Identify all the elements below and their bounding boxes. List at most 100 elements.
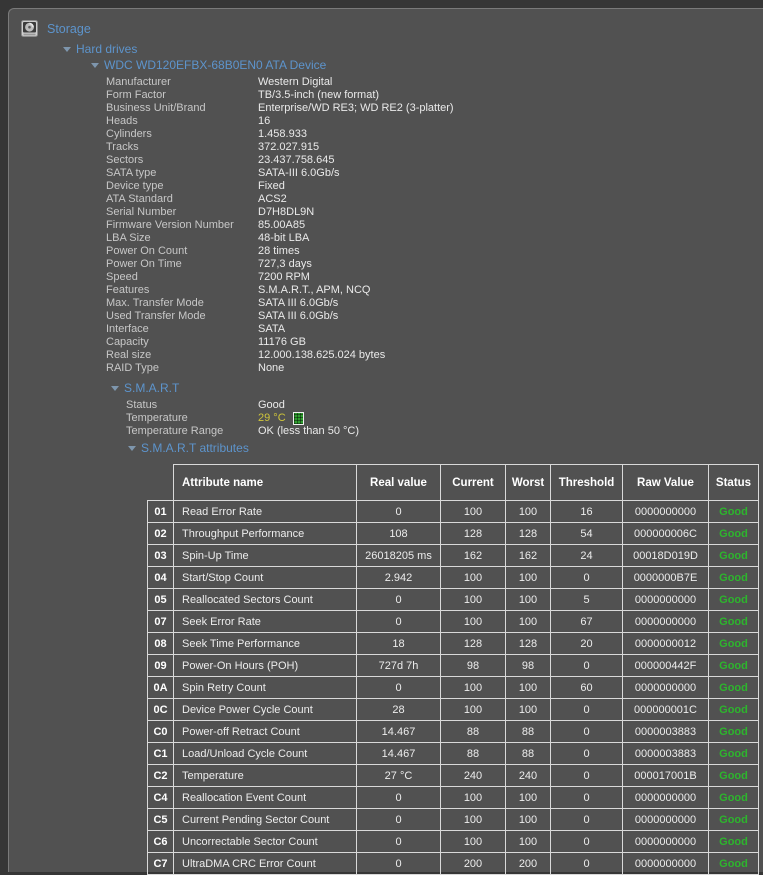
real-value-cell: 18 — [357, 633, 441, 655]
worst-cell: 162 — [506, 545, 551, 567]
current-cell: 88 — [441, 721, 506, 743]
status-cell: Good — [709, 611, 759, 633]
current-cell: 100 — [441, 699, 506, 721]
property-value: 23.437.758.645 — [258, 154, 334, 167]
threshold-cell: 20 — [551, 633, 623, 655]
table-header-attribute-name: Attribute name — [174, 465, 357, 501]
property-label: Speed — [106, 271, 258, 284]
threshold-cell: 0 — [551, 765, 623, 787]
raw-value-cell: 0000000000 — [623, 589, 709, 611]
attribute-id-cell: C5 — [148, 809, 174, 831]
table-header-current: Current — [441, 465, 506, 501]
attribute-id-cell: 0A — [148, 677, 174, 699]
smart-temperature-label: Temperature — [126, 412, 258, 425]
property-row: Manufacturer Western Digital — [106, 76, 763, 89]
real-value-cell: 0 — [357, 589, 441, 611]
status-cell: Good — [709, 545, 759, 567]
smart-summary-list: Status Good Temperature 29 °C Temperatur… — [9, 399, 763, 438]
tree-node-device-label[interactable]: WDC WD120EFBX-68B0EN0 ATA Device — [104, 58, 326, 72]
property-row: Firmware Version Number 85.00A85 — [106, 219, 763, 232]
property-value: SATA III 6.0Gb/s — [258, 297, 338, 310]
attribute-id-cell: 03 — [148, 545, 174, 567]
threshold-cell: 24 — [551, 545, 623, 567]
threshold-cell: 0 — [551, 809, 623, 831]
raw-value-cell: 000000001C — [623, 699, 709, 721]
tree-node-device[interactable]: WDC WD120EFBX-68B0EN0 ATA Device — [91, 57, 763, 73]
collapse-arrow-icon[interactable] — [111, 386, 119, 391]
status-cell: Good — [709, 765, 759, 787]
table-header-raw-value: Raw Value — [623, 465, 709, 501]
collapse-arrow-icon[interactable] — [91, 63, 99, 68]
current-cell: 240 — [441, 765, 506, 787]
property-label: Device type — [106, 180, 258, 193]
smart-temperature-range-row: Temperature Range OK (less than 50 °C) — [126, 425, 763, 438]
collapse-arrow-icon[interactable] — [128, 446, 136, 451]
worst-cell: 100 — [506, 677, 551, 699]
property-row: Form Factor TB/3.5-inch (new format) — [106, 89, 763, 102]
current-cell: 100 — [441, 787, 506, 809]
tree-node-storage-label[interactable]: Storage — [47, 22, 91, 36]
smart-status-row: Status Good — [126, 399, 763, 412]
hard-drive-icon — [21, 20, 38, 37]
status-cell: Good — [709, 677, 759, 699]
raw-value-cell: 0000000000 — [623, 831, 709, 853]
property-label: Used Transfer Mode — [106, 310, 258, 323]
tree-node-storage[interactable]: Storage — [9, 9, 763, 39]
real-value-cell: 108 — [357, 523, 441, 545]
tree-node-hard-drives[interactable]: Hard drives — [63, 41, 763, 57]
property-value: 11176 GB — [258, 336, 306, 349]
table-row: C1 Load/Unload Cycle Count 14.467 88 88 … — [148, 743, 759, 765]
attribute-id-cell: C2 — [148, 765, 174, 787]
current-cell: 128 — [441, 523, 506, 545]
status-cell: Good — [709, 787, 759, 809]
worst-cell: 200 — [506, 853, 551, 875]
raw-value-cell: 0000000B7E — [623, 567, 709, 589]
table-row: 0A Spin Retry Count 0 100 100 60 0000000… — [148, 677, 759, 699]
property-row: Features S.M.A.R.T., APM, NCQ — [106, 284, 763, 297]
real-value-cell: 0 — [357, 677, 441, 699]
collapse-arrow-icon[interactable] — [63, 47, 71, 52]
attribute-name-cell: Throughput Performance — [174, 523, 357, 545]
property-row: Capacity 11176 GB — [106, 336, 763, 349]
property-label: Business Unit/Brand — [106, 102, 258, 115]
worst-cell: 88 — [506, 743, 551, 765]
property-row: Speed 7200 RPM — [106, 271, 763, 284]
status-cell: Good — [709, 633, 759, 655]
real-value-cell: 0 — [357, 787, 441, 809]
tree-node-smart-attributes-label[interactable]: S.M.A.R.T attributes — [141, 441, 249, 455]
threshold-cell: 0 — [551, 567, 623, 589]
property-value: 48-bit LBA — [258, 232, 309, 245]
property-value: SATA-III 6.0Gb/s — [258, 167, 340, 180]
tree-node-hard-drives-label[interactable]: Hard drives — [76, 42, 137, 56]
property-label: Manufacturer — [106, 76, 258, 89]
property-value: 7200 RPM — [258, 271, 310, 284]
raw-value-cell: 0000000000 — [623, 501, 709, 523]
property-label: RAID Type — [106, 362, 258, 375]
property-label: Sectors — [106, 154, 258, 167]
attribute-name-cell: Seek Time Performance — [174, 633, 357, 655]
status-cell: Good — [709, 699, 759, 721]
smart-temperature-range-value: OK (less than 50 °C) — [258, 425, 359, 438]
attribute-name-cell: Temperature — [174, 765, 357, 787]
property-label: SATA type — [106, 167, 258, 180]
table-header-row: Attribute name Real value Current Worst … — [148, 465, 759, 501]
property-label: Cylinders — [106, 128, 258, 141]
property-value: Western Digital — [258, 76, 332, 89]
property-value: ACS2 — [258, 193, 287, 206]
status-cell: Good — [709, 721, 759, 743]
property-row: Max. Transfer Mode SATA III 6.0Gb/s — [106, 297, 763, 310]
real-value-cell: 0 — [357, 853, 441, 875]
tree-node-smart-attributes[interactable]: S.M.A.R.T attributes — [128, 440, 763, 456]
tree-node-smart[interactable]: S.M.A.R.T — [111, 380, 763, 396]
property-label: Heads — [106, 115, 258, 128]
property-value: Enterprise/WD RE3; WD RE2 (3-platter) — [258, 102, 454, 115]
threshold-cell: 0 — [551, 699, 623, 721]
property-label: ATA Standard — [106, 193, 258, 206]
attribute-id-cell: C4 — [148, 787, 174, 809]
current-cell: 98 — [441, 655, 506, 677]
real-value-cell: 26018205 ms — [357, 545, 441, 567]
tree-node-smart-label[interactable]: S.M.A.R.T — [124, 381, 179, 395]
property-row: SATA type SATA-III 6.0Gb/s — [106, 167, 763, 180]
attribute-name-cell: Spin Retry Count — [174, 677, 357, 699]
current-cell: 100 — [441, 501, 506, 523]
